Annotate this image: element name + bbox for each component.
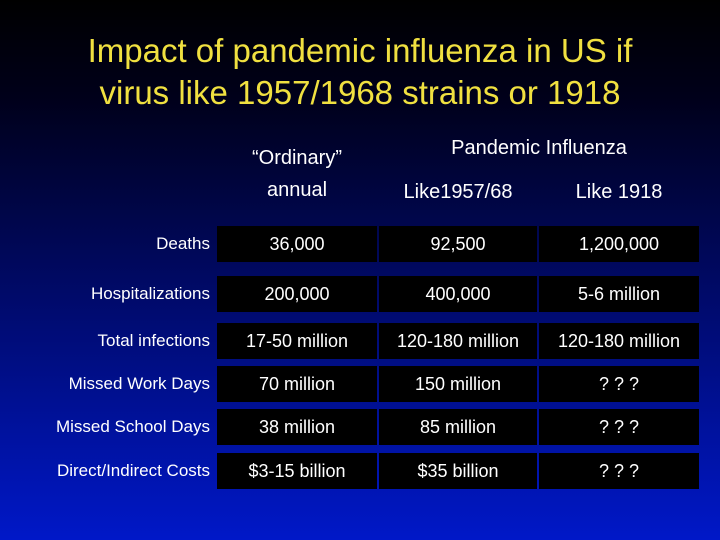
cell-hospitalizations-1957: 400,000 — [379, 276, 537, 312]
header-ordinary-line1: “Ordinary” — [251, 147, 342, 169]
row-label-direct-indirect-costs: Direct/Indirect Costs — [56, 461, 210, 480]
header-pandemic: Pandemic Influenza — [451, 137, 627, 159]
title-line-1: Impact of pandemic influenza in US if — [87, 32, 633, 69]
cell-hospitalizations-1918: 5-6 million — [539, 276, 699, 312]
cell-deaths-1957: 92,500 — [379, 226, 537, 262]
title-line-2: virus like 1957/1968 strains or 1918 — [99, 74, 621, 111]
cell-deaths-ordinary: 36,000 — [217, 226, 377, 262]
header-like-1957: Like1957/68 — [403, 181, 513, 203]
cell-costs-1918: ? ? ? — [539, 453, 699, 489]
header-like-1918: Like 1918 — [575, 181, 663, 203]
row-label-missed-school-days: Missed School Days — [55, 417, 210, 436]
cell-school-days-1957: 85 million — [379, 409, 537, 445]
cell-deaths-1918: 1,200,000 — [539, 226, 699, 262]
header-ordinary-line2: annual — [266, 179, 328, 201]
cell-school-days-ordinary: 38 million — [217, 409, 377, 445]
cell-school-days-1918: ? ? ? — [539, 409, 699, 445]
slide-title: Impact of pandemic influenza in US if vi… — [0, 30, 720, 114]
cell-infections-1918: 120-180 million — [539, 323, 699, 359]
cell-work-days-ordinary: 70 million — [217, 366, 377, 402]
row-label-hospitalizations: Hospitalizations — [90, 284, 210, 303]
cell-work-days-1957: 150 million — [379, 366, 537, 402]
cell-work-days-1918: ? ? ? — [539, 366, 699, 402]
row-label-deaths: Deaths — [156, 234, 210, 253]
cell-infections-1957: 120-180 million — [379, 323, 537, 359]
row-label-total-infections: Total infections — [97, 331, 210, 350]
cell-costs-ordinary: $3-15 billion — [217, 453, 377, 489]
cell-infections-ordinary: 17-50 million — [217, 323, 377, 359]
cell-costs-1957: $35 billion — [379, 453, 537, 489]
cell-hospitalizations-ordinary: 200,000 — [217, 276, 377, 312]
row-label-missed-work-days: Missed Work Days — [68, 374, 210, 393]
